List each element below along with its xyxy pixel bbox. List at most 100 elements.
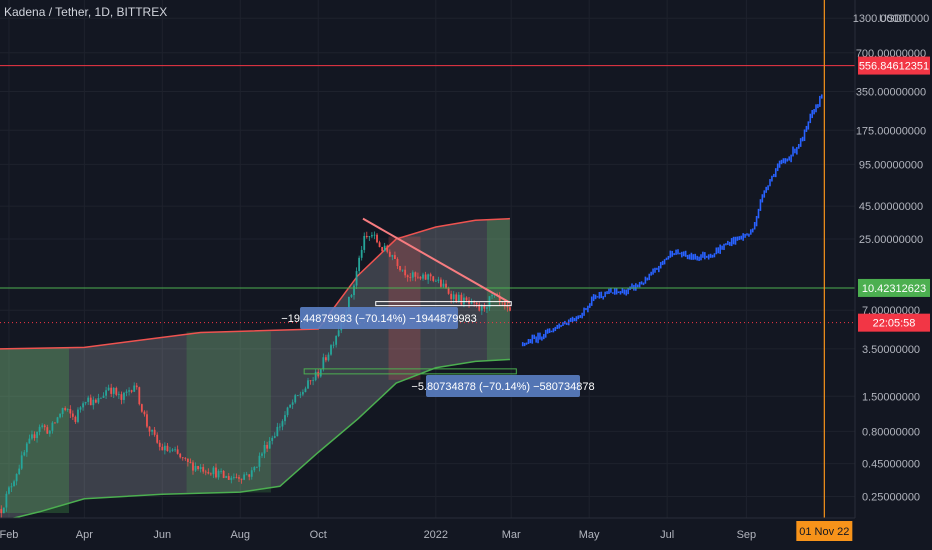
- candle-35: [89, 397, 92, 406]
- time-tick-8: Jul: [660, 529, 674, 541]
- candle-75: [192, 462, 194, 471]
- candle-77: [197, 466, 199, 469]
- price-tick-3: 175.00000000: [856, 125, 926, 137]
- candle-147: [376, 234, 378, 243]
- candle-122: [312, 380, 315, 381]
- candle-14: [36, 432, 38, 439]
- candle-78: [199, 467, 202, 469]
- candle-161: [411, 272, 414, 278]
- candle-168: [429, 274, 432, 277]
- candle-154: [394, 255, 396, 259]
- candle-18: [46, 427, 49, 434]
- candle-119: [304, 388, 307, 393]
- candle-176: [450, 293, 453, 300]
- candle-44: [112, 387, 115, 394]
- candle-85: [217, 470, 220, 478]
- candle-109: [278, 426, 281, 428]
- candle-103: [263, 444, 266, 454]
- candle-84: [215, 467, 217, 478]
- candle-95: [243, 474, 246, 480]
- candle-116: [296, 395, 299, 397]
- candle-9: [23, 452, 26, 456]
- candle-80: [204, 471, 207, 473]
- candle-47: [120, 394, 123, 400]
- candle-167: [427, 274, 430, 280]
- candle-64: [163, 445, 166, 451]
- candle-104: [266, 444, 269, 449]
- candle-79: [202, 467, 205, 472]
- candle-137: [350, 295, 353, 297]
- time-tick-9: Sep: [737, 529, 757, 541]
- candle-37: [94, 399, 97, 403]
- time-tick-6: Mar: [502, 529, 521, 541]
- candle-141: [360, 249, 363, 258]
- candle-181: [463, 297, 465, 305]
- candle-81: [207, 472, 210, 474]
- candle-145: [371, 235, 373, 237]
- candle-52: [133, 385, 136, 392]
- projection-layer: [521, 94, 823, 347]
- time-axis-panel[interactable]: [0, 518, 932, 550]
- candle-6: [15, 474, 18, 482]
- price-axis-unit: USDT: [879, 13, 909, 25]
- chart-title: Kadena / Tether, 1D, BITTREX: [4, 5, 167, 19]
- candle-101: [258, 455, 261, 467]
- candle-16: [41, 425, 44, 427]
- candle-4: [10, 486, 13, 488]
- candle-36: [92, 399, 95, 406]
- band-zone-1: [186, 331, 271, 493]
- candle-162: [414, 272, 417, 277]
- candle-7: [18, 468, 21, 475]
- candle-87: [222, 470, 225, 478]
- candle-164: [419, 276, 422, 279]
- candle-86: [220, 470, 222, 472]
- candle-99: [253, 467, 256, 471]
- candle-41: [105, 390, 107, 396]
- candle-90: [230, 477, 233, 480]
- price-tick-8: 3.50000000: [862, 344, 920, 356]
- candle-178: [455, 294, 458, 302]
- price-tick-5: 45.00000000: [859, 201, 923, 213]
- candle-131: [335, 336, 338, 345]
- candle-126: [322, 357, 325, 370]
- price-tick-11: 0.45000000: [862, 459, 920, 471]
- candle-11: [28, 438, 31, 444]
- price-tick-0: 1300.00000000: [853, 13, 929, 25]
- candle-2: [5, 493, 8, 508]
- candle-55: [140, 404, 143, 412]
- time-tick-3: Aug: [230, 529, 250, 541]
- candle-1: [2, 507, 5, 514]
- candle-25: [64, 408, 67, 410]
- candle-182: [465, 297, 468, 301]
- candle-171: [437, 279, 440, 281]
- candle-82: [209, 473, 212, 475]
- candle-19: [48, 430, 51, 434]
- candle-20: [51, 422, 54, 431]
- time-tick-1: Apr: [76, 529, 93, 541]
- candle-174: [445, 283, 447, 288]
- candle-23: [59, 413, 61, 418]
- candle-121: [309, 380, 312, 382]
- time-tick-0: Feb: [0, 529, 18, 541]
- candle-42: [107, 387, 110, 391]
- candle-108: [276, 426, 279, 437]
- candle-199: [509, 307, 511, 311]
- annotation-layer: −19.44879983 (−70.14%) −1944879983 −5.807…: [0, 0, 855, 518]
- candle-184: [470, 301, 473, 304]
- candle-179: [457, 294, 460, 302]
- candle-151: [386, 245, 389, 252]
- candle-32: [82, 403, 84, 408]
- candle-140: [358, 257, 361, 272]
- candle-130: [332, 344, 335, 346]
- candle-58: [148, 426, 151, 432]
- candle-97: [248, 474, 251, 477]
- price-axis-panel[interactable]: [855, 0, 932, 518]
- candle-105: [268, 440, 271, 449]
- candle-74: [189, 462, 192, 463]
- candle-33: [84, 401, 87, 404]
- candle-180: [460, 294, 463, 305]
- candle-110: [281, 421, 284, 427]
- candle-68: [174, 449, 176, 451]
- candle-8: [20, 455, 23, 469]
